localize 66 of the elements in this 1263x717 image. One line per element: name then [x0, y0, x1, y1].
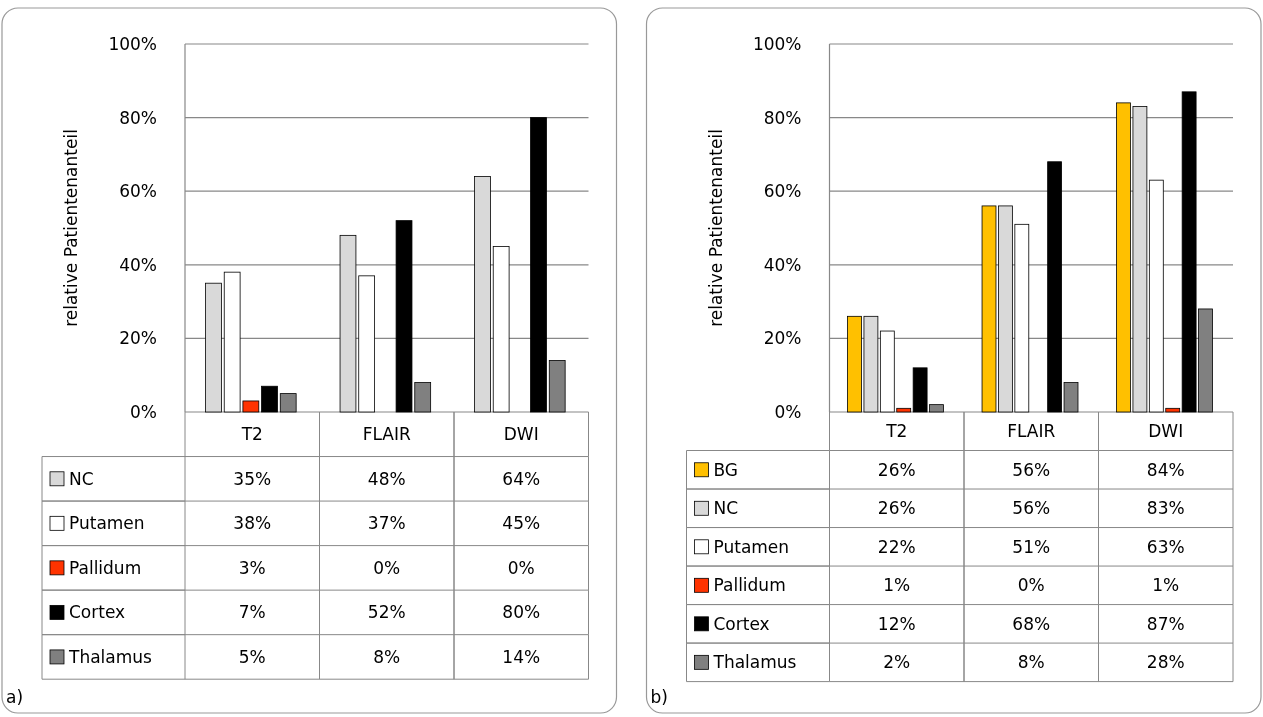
data-label: 8%: [373, 646, 401, 667]
data-label: 26%: [877, 498, 916, 519]
y-tick-label: 80%: [119, 107, 157, 128]
data-label: 14%: [502, 646, 541, 667]
data-label: 0%: [373, 557, 401, 578]
legend-label: Thalamus: [712, 652, 797, 673]
data-label: 22%: [877, 536, 916, 557]
data-label: 56%: [1012, 459, 1051, 480]
data-label: 1%: [883, 575, 911, 596]
legend-label: NC: [69, 468, 94, 489]
data-label: 38%: [233, 513, 272, 534]
legend-label: Cortex: [713, 613, 770, 634]
legend-label: BG: [713, 459, 739, 480]
data-label: 52%: [367, 602, 406, 623]
y-tick-label: 40%: [763, 254, 802, 275]
data-label: 28%: [1146, 652, 1185, 673]
data-label: 83%: [1146, 498, 1185, 519]
y-tick-label: 100%: [752, 33, 802, 54]
data-label: 37%: [367, 513, 406, 534]
x-tick-label: FLAIR: [362, 424, 411, 445]
data-label: 3%: [238, 557, 266, 578]
x-tick-label: T2: [885, 421, 908, 442]
y-tick-label: 60%: [119, 181, 157, 202]
data-label: 0%: [1017, 575, 1045, 596]
data-label: 63%: [1146, 536, 1185, 557]
data-label: 64%: [502, 468, 541, 489]
data-label: 45%: [502, 513, 541, 534]
legend-label: Pallidum: [713, 575, 786, 596]
x-tick-label: FLAIR: [1007, 421, 1056, 442]
data-label: 12%: [877, 613, 916, 634]
y-axis-title: relative Patientenanteil: [61, 129, 81, 327]
y-tick-label: 0%: [774, 401, 802, 422]
x-tick-label: DWI: [1148, 421, 1184, 442]
y-tick-label: 80%: [763, 107, 802, 128]
data-label: 80%: [502, 602, 541, 623]
data-label: 7%: [238, 602, 266, 623]
legend-label: Thalamus: [68, 646, 153, 667]
data-label: 8%: [1017, 652, 1045, 673]
legend-label: Cortex: [69, 602, 126, 623]
data-label: 68%: [1012, 613, 1051, 634]
data-label: 26%: [877, 459, 916, 480]
y-tick-label: 40%: [119, 254, 157, 275]
legend-label: Putamen: [713, 536, 790, 557]
data-label: 5%: [238, 646, 266, 667]
text: b): [650, 687, 668, 707]
y-tick-label: 100%: [108, 33, 157, 54]
data-label: 87%: [1146, 613, 1185, 634]
y-axis-title: relative Patientenanteil: [705, 129, 726, 327]
x-tick-label: T2: [240, 424, 263, 445]
data-label: 0%: [507, 557, 535, 578]
data-label: 84%: [1146, 459, 1185, 480]
data-label: 56%: [1012, 498, 1051, 519]
data-label: 48%: [367, 468, 406, 489]
data-label: 2%: [883, 652, 911, 673]
legend-label: Putamen: [69, 513, 145, 534]
y-tick-label: 60%: [763, 181, 802, 202]
data-label: 35%: [233, 468, 272, 489]
y-tick-label: 0%: [130, 401, 157, 422]
y-tick-label: 20%: [763, 328, 802, 349]
data-label: 51%: [1012, 536, 1051, 557]
x-tick-label: DWI: [503, 424, 539, 445]
y-tick-label: 20%: [119, 328, 157, 349]
data-label: 1%: [1152, 575, 1180, 596]
legend-label: Pallidum: [69, 557, 142, 578]
text: a): [6, 687, 24, 707]
legend-label: NC: [713, 498, 739, 519]
